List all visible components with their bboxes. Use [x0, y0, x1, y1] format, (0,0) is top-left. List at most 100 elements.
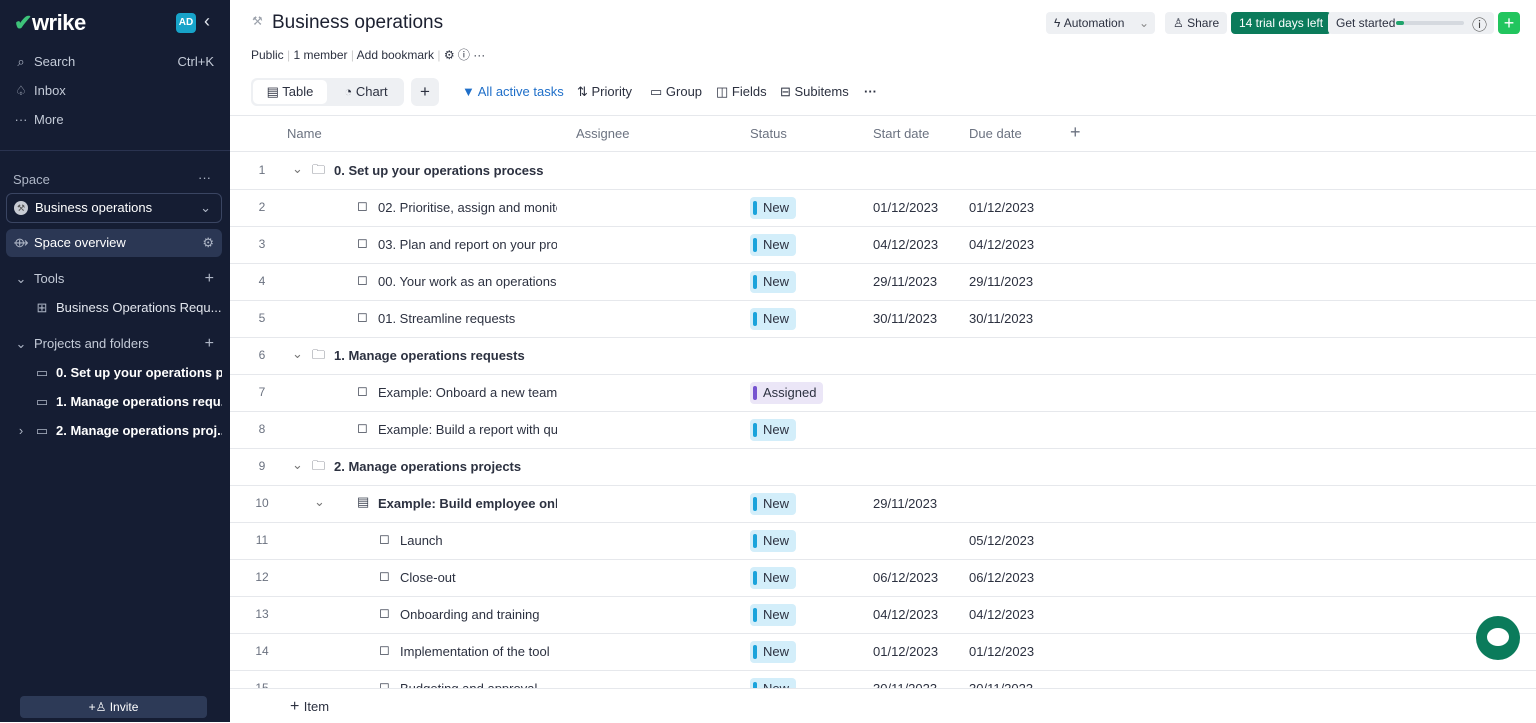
- logo[interactable]: ✔wrike: [14, 10, 86, 36]
- add-view[interactable]: +: [411, 78, 439, 106]
- status-pill[interactable]: New: [750, 308, 797, 330]
- due-date[interactable]: 01/12/2023: [969, 200, 1035, 215]
- status-pill[interactable]: New: [750, 530, 797, 552]
- due-date[interactable]: 01/12/2023: [969, 644, 1035, 659]
- column-header[interactable]: Name: [287, 126, 322, 141]
- view-chart[interactable]: ◔ Chart: [331, 80, 401, 104]
- start-date[interactable]: 01/12/2023: [873, 200, 939, 215]
- projects-header[interactable]: ⌄ Projects and folders +: [6, 330, 222, 358]
- more-options[interactable]: ···: [864, 84, 877, 99]
- space-menu[interactable]: ···: [198, 170, 211, 185]
- subitems[interactable]: ⊟ Subitems: [780, 83, 849, 101]
- table-row[interactable]: 15 ◻ Budgeting and approval New 30/11/2023 30…: [230, 670, 1536, 688]
- due-date[interactable]: 05/12/2023: [969, 533, 1035, 548]
- create-button[interactable]: +: [1498, 12, 1520, 34]
- expand-chevron[interactable]: ⌄: [314, 494, 325, 509]
- row-name[interactable]: Example: Build employee onboardi: [378, 496, 557, 511]
- expand-chevron[interactable]: ⌄: [292, 457, 303, 472]
- fields[interactable]: ◫ Fields: [716, 83, 767, 101]
- table-row[interactable]: 7 ◻ Example: Onboard a new team mem Assigne…: [230, 374, 1536, 412]
- due-date[interactable]: 06/12/2023: [969, 570, 1035, 585]
- status-pill[interactable]: New: [750, 419, 797, 441]
- row-name[interactable]: Launch: [400, 533, 443, 548]
- table-row[interactable]: 14 ◻ Implementation of the tool New 01/12/20…: [230, 633, 1536, 671]
- bookmark[interactable]: Add bookmark: [356, 48, 435, 62]
- row-name[interactable]: Implementation of the tool: [400, 644, 550, 659]
- automation-button[interactable]: ϟ Automation ⌄: [1046, 12, 1155, 34]
- column-header[interactable]: Due date: [969, 126, 1022, 141]
- table-row[interactable]: 3 ◻ 03. Plan and report on your projects Ne…: [230, 226, 1536, 264]
- filter[interactable]: ▼ All active tasks: [462, 83, 564, 101]
- column-header[interactable]: Status: [750, 126, 787, 141]
- tool-item[interactable]: ⊞ Business Operations Requ...: [6, 294, 222, 322]
- group[interactable]: ▭ Group: [650, 83, 702, 101]
- expand-chevron[interactable]: ⌄: [292, 346, 303, 361]
- visibility[interactable]: Public: [251, 48, 284, 62]
- due-date[interactable]: 29/11/2023: [969, 274, 1034, 289]
- start-date[interactable]: 29/11/2023: [873, 496, 938, 511]
- due-date[interactable]: 04/12/2023: [969, 607, 1035, 622]
- start-date[interactable]: 30/11/2023: [873, 311, 938, 326]
- table-row[interactable]: 8 ◻ Example: Build a report with quarteri N…: [230, 411, 1536, 449]
- nav-inbox[interactable]: ♤ Inbox: [6, 77, 222, 105]
- due-date[interactable]: 04/12/2023: [969, 237, 1035, 252]
- row-name[interactable]: 02. Prioritise, assign and monitor yo: [378, 200, 557, 215]
- status-pill[interactable]: New: [750, 604, 797, 626]
- table-row[interactable]: 9 ⌄ 🗀 2. Manage operations projects: [230, 448, 1536, 486]
- trial-badge[interactable]: 14 trial days left: [1231, 12, 1332, 34]
- nav-search[interactable]: ⌕ Search Ctrl+K: [6, 48, 222, 76]
- add-item[interactable]: + Item: [290, 698, 329, 716]
- space-overview[interactable]: ⟴ Space overview ⚙: [6, 229, 222, 257]
- tools-header[interactable]: ⌄ Tools +: [6, 265, 222, 293]
- row-name[interactable]: 0. Set up your operations process: [334, 163, 544, 178]
- expand-chevron[interactable]: ⌄: [292, 161, 303, 176]
- table-row[interactable]: 6 ⌄ 🗀 1. Manage operations requests: [230, 337, 1536, 375]
- due-date[interactable]: 30/11/2023: [969, 681, 1033, 688]
- status-pill[interactable]: Assigned: [750, 382, 824, 404]
- project-item[interactable]: ▭ 1. Manage operations requ...: [6, 388, 222, 416]
- row-name[interactable]: Close-out: [400, 570, 456, 585]
- due-date[interactable]: 30/11/2023: [969, 311, 1034, 326]
- status-pill[interactable]: New: [750, 234, 797, 256]
- start-date[interactable]: 30/11/2023: [873, 681, 937, 688]
- row-name[interactable]: 1. Manage operations requests: [334, 348, 525, 363]
- row-name[interactable]: 01. Streamline requests: [378, 311, 516, 326]
- start-date[interactable]: 01/12/2023: [873, 644, 939, 659]
- nav-more[interactable]: ··· More: [6, 106, 222, 134]
- table-row[interactable]: 13 ◻ Onboarding and training New 04/12/2023 0…: [230, 596, 1536, 634]
- table-row[interactable]: 12 ◻ Close-out New 06/12/2023 06/12/2023: [230, 559, 1536, 597]
- status-pill[interactable]: New: [750, 197, 797, 219]
- status-pill[interactable]: New: [750, 493, 797, 515]
- invite-button[interactable]: +♙ Invite: [20, 696, 207, 718]
- table-row[interactable]: 5 ◻ 01. Streamline requests New 30/11/2023 30…: [230, 300, 1536, 338]
- members[interactable]: 1 member: [293, 48, 348, 62]
- row-name[interactable]: 00. Your work as an operations team: [378, 274, 557, 289]
- table-row[interactable]: 10 ⌄ ▤ Example: Build employee onboardi New 2…: [230, 485, 1536, 523]
- share-button[interactable]: ♙ Share: [1165, 12, 1228, 34]
- row-name[interactable]: 03. Plan and report on your projects: [378, 237, 557, 252]
- start-date[interactable]: 29/11/2023: [873, 274, 938, 289]
- row-name[interactable]: Example: Onboard a new team mem: [378, 385, 557, 400]
- status-pill[interactable]: New: [750, 567, 797, 589]
- table-row[interactable]: 2 ◻ 02. Prioritise, assign and monitor yo N…: [230, 189, 1536, 227]
- row-name[interactable]: Example: Build a report with quarteri: [378, 422, 557, 437]
- status-pill[interactable]: New: [750, 271, 797, 293]
- start-date[interactable]: 04/12/2023: [873, 237, 939, 252]
- chat-button[interactable]: [1476, 616, 1520, 660]
- status-pill[interactable]: New: [750, 678, 797, 688]
- table-row[interactable]: 4 ◻ 00. Your work as an operations team New…: [230, 263, 1536, 301]
- project-item[interactable]: ▭ 0. Set up your operations p...: [6, 359, 222, 387]
- column-header[interactable]: Start date: [873, 126, 930, 141]
- table-row[interactable]: 1 ⌄ 🗀 0. Set up your operations process: [230, 152, 1536, 190]
- view-table[interactable]: ▤ Table: [253, 80, 327, 104]
- row-name[interactable]: 2. Manage operations projects: [334, 459, 522, 474]
- status-pill[interactable]: New: [750, 641, 797, 663]
- help-icon[interactable]: ⓘ: [1472, 17, 1488, 34]
- priority[interactable]: ⇅ Priority: [577, 83, 632, 101]
- avatar[interactable]: AD: [176, 13, 196, 33]
- get-started-button[interactable]: Get started: [1328, 12, 1494, 34]
- project-item[interactable]: › ▭ 2. Manage operations proj...: [6, 417, 222, 445]
- collapse-button[interactable]: ‹: [204, 11, 210, 31]
- icons[interactable]: ⚙ ⓘ ···: [443, 48, 486, 62]
- start-date[interactable]: 06/12/2023: [873, 570, 939, 585]
